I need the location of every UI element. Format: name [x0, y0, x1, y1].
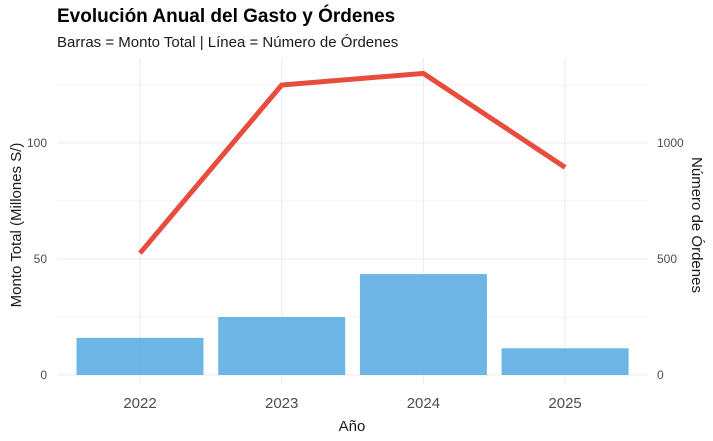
y-axis-right-ticks: 0 500 1000 — [657, 136, 684, 382]
y-axis-right-title: Número de Órdenes — [688, 157, 705, 293]
y-right-tick-label: 1000 — [657, 136, 684, 150]
x-tick-label: 2024 — [407, 395, 440, 412]
bar-2023 — [218, 317, 346, 375]
y-axis-left-title: Monto Total (Millones S/) — [8, 143, 25, 308]
x-tick-label: 2022 — [123, 395, 156, 412]
grid-lines — [57, 58, 648, 384]
bar-2025 — [501, 348, 629, 375]
x-tick-label: 2025 — [548, 395, 581, 412]
bar-series — [76, 274, 629, 375]
chart-title: Evolución Anual del Gasto y Órdenes — [57, 6, 396, 27]
bar-2024 — [359, 274, 487, 375]
x-axis-title: Año — [339, 418, 366, 435]
chart-subtitle: Barras = Monto Total | Línea = Número de… — [57, 34, 399, 51]
y-left-tick-label: 0 — [40, 368, 47, 382]
orders-line — [138, 70, 567, 255]
y-left-tick-label: 50 — [34, 252, 48, 266]
y-right-tick-label: 0 — [657, 368, 664, 382]
x-axis-ticks: 2022 2023 2024 2025 — [123, 395, 581, 412]
bar-2022 — [76, 337, 204, 375]
y-axis-left-ticks: 0 50 100 — [27, 136, 47, 382]
x-tick-label: 2023 — [265, 395, 298, 412]
line-series — [138, 70, 567, 255]
y-left-tick-label: 100 — [27, 136, 47, 150]
y-right-tick-label: 500 — [657, 252, 677, 266]
